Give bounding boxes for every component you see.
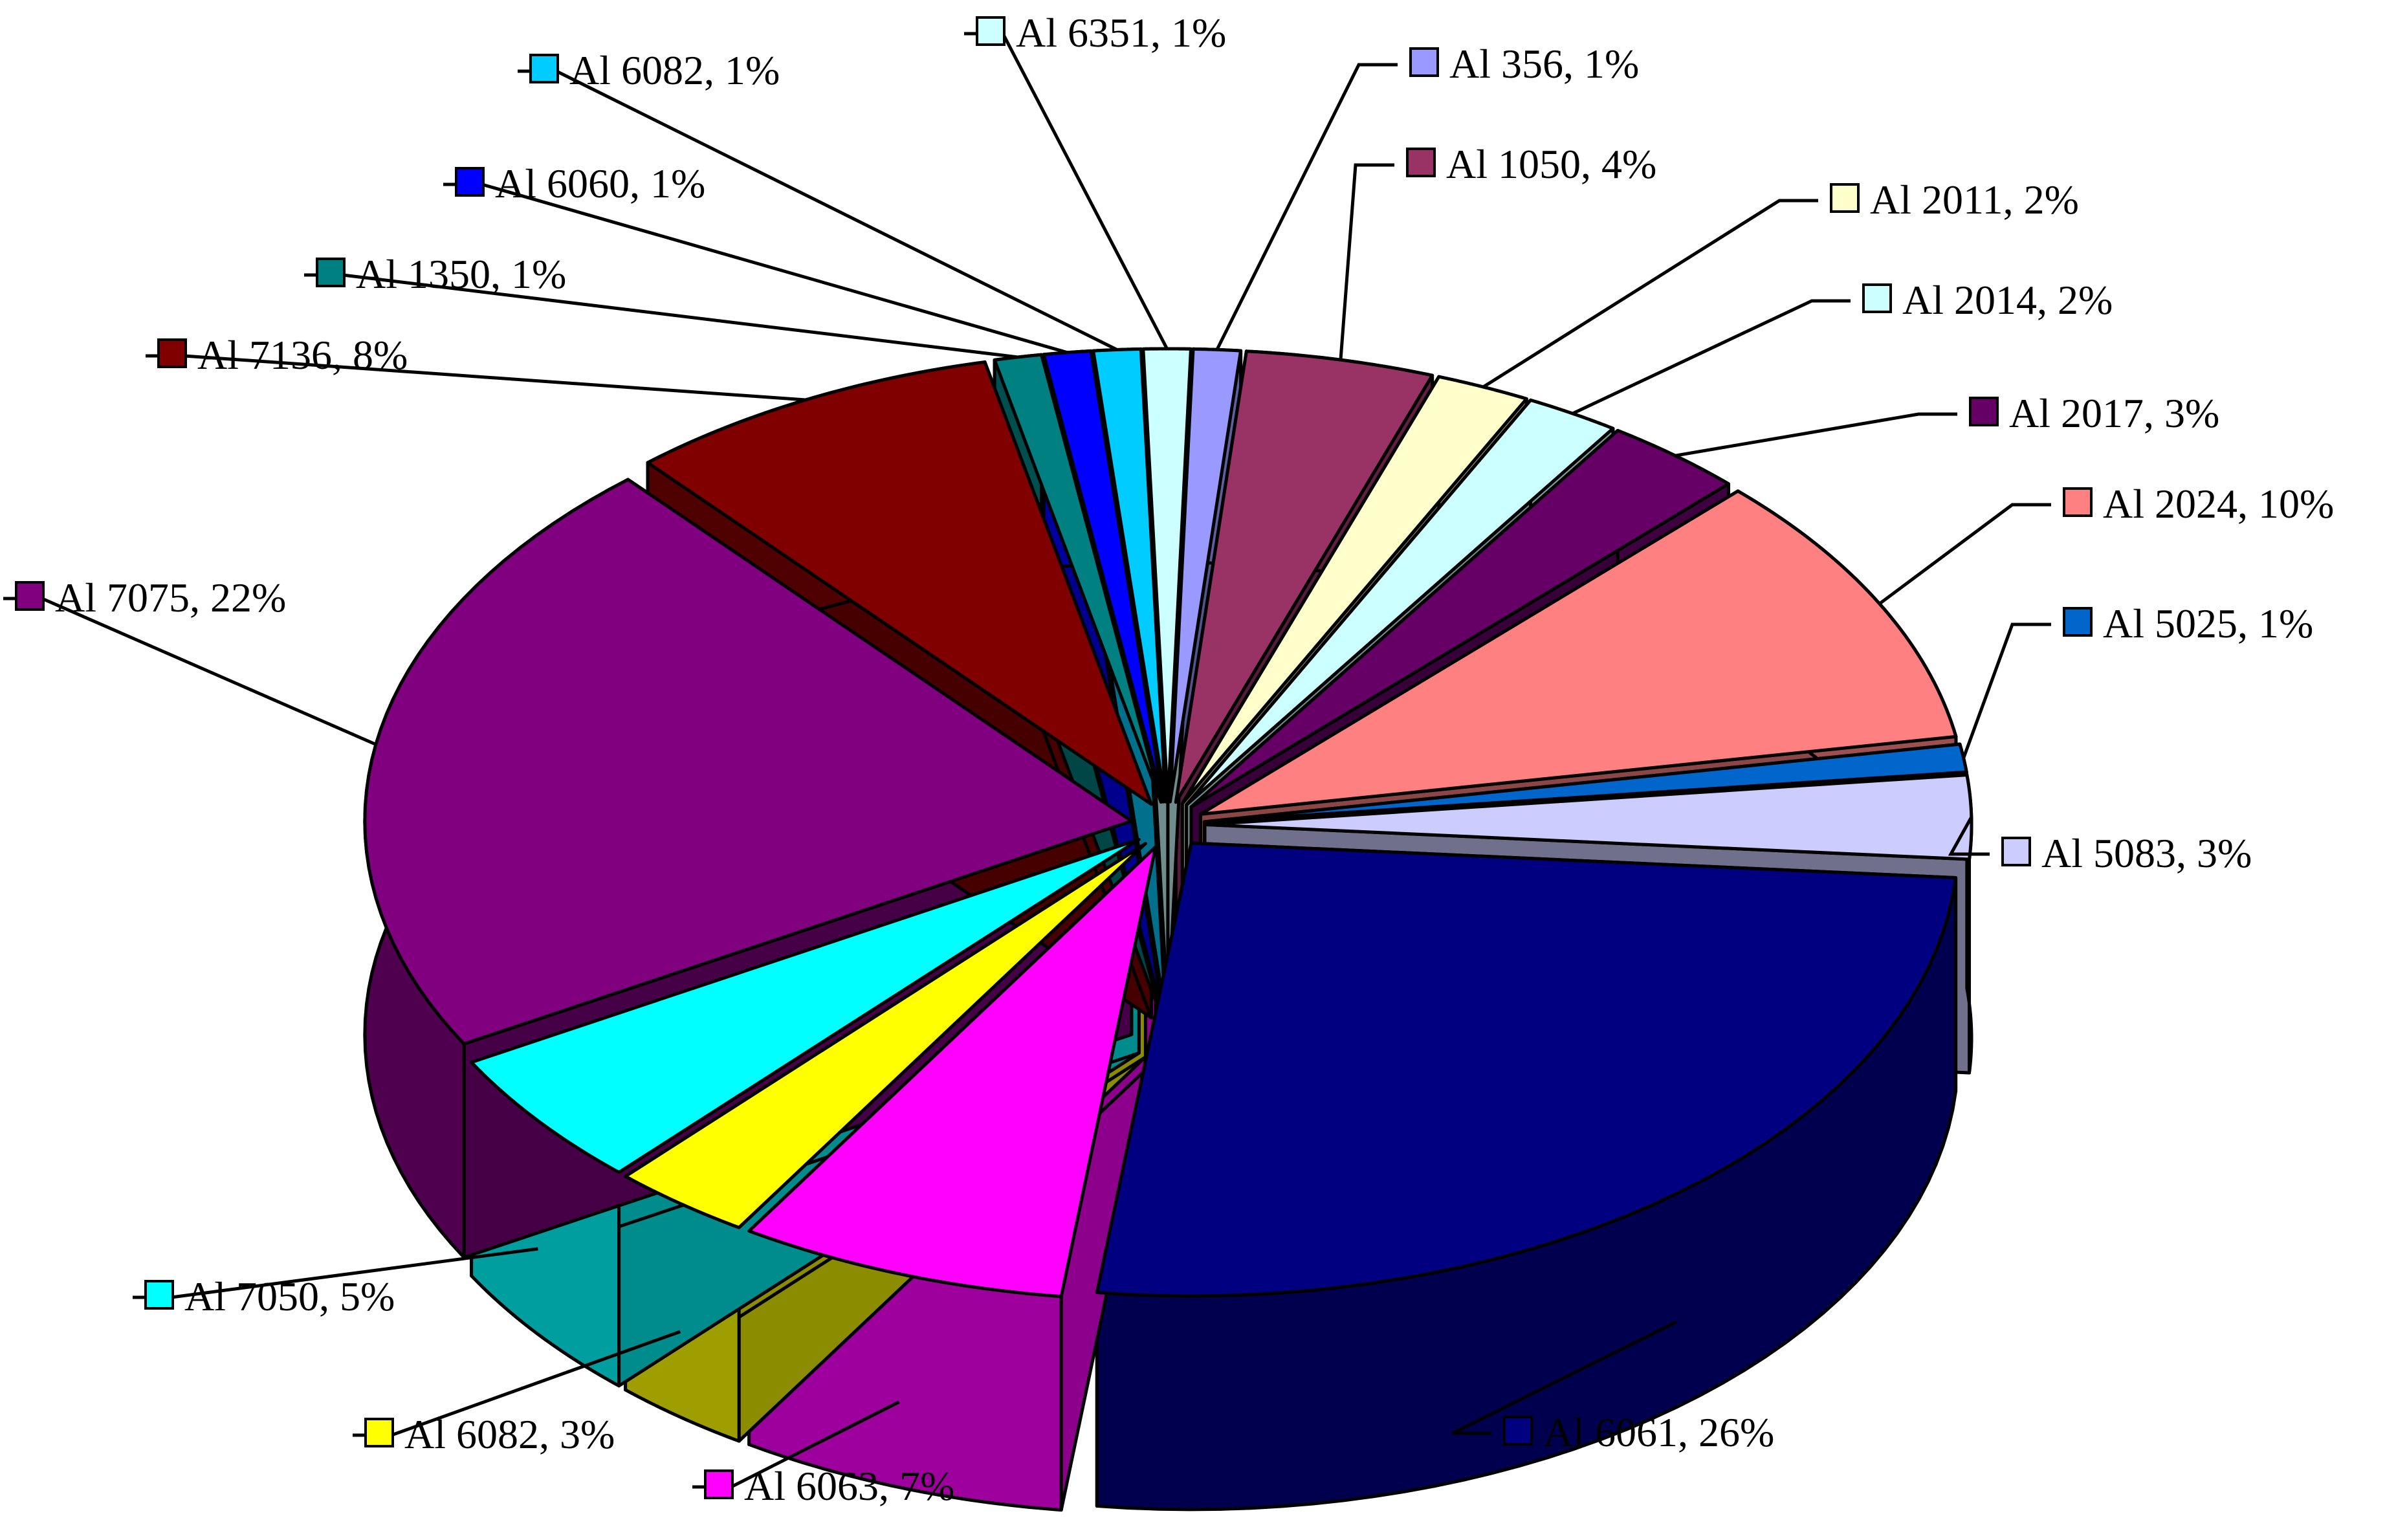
slice-al-6082-3-label-swatch <box>364 1418 394 1447</box>
slice-al-1050-4-label: Al 1050, 4% <box>1446 141 1656 187</box>
slice-al-2011-2-label: Al 2011, 2% <box>1870 177 2079 223</box>
slice-al-2017-3-leader-line <box>1675 412 1957 457</box>
slice-al-356-1-label: Al 356, 1% <box>1449 41 1639 87</box>
slice-al-2014-2-leader-line <box>1572 299 1851 415</box>
slice-al-5083-3-label-swatch <box>2001 837 2031 866</box>
slice-al-5083-3 <box>1203 773 1973 861</box>
slice-al-2017-3-label-swatch <box>1969 397 1999 426</box>
slice-al-6351-1 <box>1141 347 1193 804</box>
slice-al-7075-22-label: Al 7075, 22% <box>55 575 286 621</box>
slice-al-356-1-label-swatch <box>1409 47 1439 77</box>
slice-al-6061-26-label: Al 6061, 26% <box>1543 1409 1774 1455</box>
slice-al-7136-8-label: Al 7136, 8% <box>197 332 408 378</box>
slice-al-356-1-leader-line <box>1215 63 1398 351</box>
slice-al-6351-1-label: Al 6351, 1% <box>1016 10 1226 56</box>
slice-al-7050-5 <box>470 837 1141 1174</box>
slice-al-6060-1 <box>1042 349 1165 804</box>
slice-tops-layer <box>363 347 1973 1299</box>
slice-al-1350-1-label-swatch <box>316 258 346 287</box>
slice-al-6060-1-label-swatch <box>455 167 485 197</box>
slice-al-2011-2 <box>1180 375 1528 806</box>
slice-al-2024-10-leader-line <box>1878 503 2051 606</box>
slice-al-7136-8-label-swatch <box>157 338 187 368</box>
slice-al-1050-4 <box>1174 349 1434 804</box>
slice-al-2017-3-label: Al 2017, 3% <box>2009 390 2219 436</box>
slice-al-6061-26-label-swatch <box>1503 1416 1533 1446</box>
slice-al-2014-2 <box>1185 398 1615 807</box>
slice-al-2024-10-label-swatch <box>2063 487 2093 517</box>
slice-al-2024-10-label: Al 2024, 10% <box>2103 481 2334 527</box>
slice-labels-layer: Al 356, 1% Al 1050, 4% Al 2011, 2% Al 2014,… <box>15 10 2334 1509</box>
slice-al-2011-2-label-swatch <box>1830 183 1860 213</box>
slice-al-1050-4-leader-line <box>1339 163 1394 360</box>
slice-al-6351-1-leader-line <box>964 32 1169 350</box>
slice-al-7050-5-label-swatch <box>144 1280 174 1310</box>
slice-al-2014-2-label: Al 2014, 2% <box>1902 277 2113 323</box>
slice-al-6082-1 <box>1092 347 1167 804</box>
slice-al-6082-3 <box>624 842 1147 1229</box>
slice-al-7050-5-label: Al 7050, 5% <box>184 1273 395 1319</box>
slice-al-6063-7-label: Al 6063, 7% <box>744 1463 954 1509</box>
slice-al-6082-3-label: Al 6082, 3% <box>404 1411 615 1457</box>
slice-al-5025-1-label: Al 5025, 1% <box>2103 600 2313 646</box>
slice-al-6061-26 <box>1095 841 1958 1298</box>
slice-al-7136-8 <box>646 360 1153 806</box>
slice-al-1050-4-label-swatch <box>1406 148 1436 177</box>
slice-al-1350-1-label: Al 1350, 1% <box>356 251 566 297</box>
slice-al-6082-1-label-swatch <box>529 54 559 83</box>
slice-al-6351-1-label-swatch <box>976 16 1006 46</box>
slice-al-2014-2-label-swatch <box>1862 283 1892 313</box>
slice-al-5083-3-leader-line <box>1948 816 1990 856</box>
slice-al-6061-26-leader-line <box>1451 1320 1678 1435</box>
slice-al-6063-7-label-swatch <box>704 1469 734 1499</box>
slice-al-7075-22-label-swatch <box>15 581 45 611</box>
slice-al-5025-1-leader-line <box>1962 622 2051 759</box>
slice-al-2011-2-leader-line <box>1482 199 1818 389</box>
slice-al-5025-1-label-swatch <box>2063 607 2093 637</box>
slice-al-5083-3-label: Al 5083, 3% <box>2041 830 2252 876</box>
slice-al-6082-1-label: Al 6082, 1% <box>569 47 780 93</box>
slice-al-6063-7 <box>747 845 1158 1299</box>
slice-al-6060-1-label: Al 6060, 1% <box>495 160 705 206</box>
